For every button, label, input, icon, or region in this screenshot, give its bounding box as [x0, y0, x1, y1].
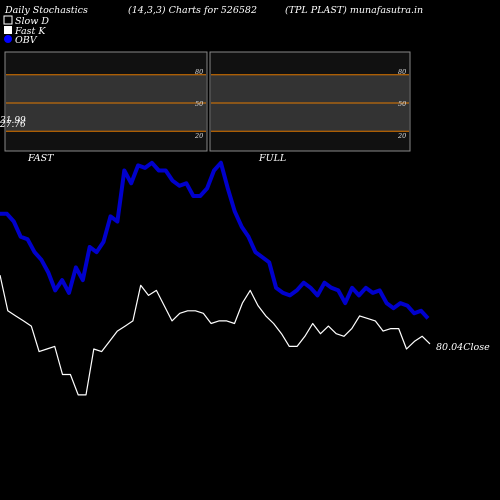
legend-fast-k-label: Fast K: [14, 26, 46, 37]
legend-slow-d-marker: [3, 15, 13, 25]
full-panel-title: FULL: [258, 153, 286, 164]
close-value-label: 80.04Close: [436, 342, 490, 353]
legend-fast-k-marker: [4, 26, 12, 34]
header-params: (14,3,3) Charts for 526582: [128, 5, 257, 16]
full-tick-label-80: 80: [398, 68, 406, 76]
fast-panel: 80 50 20 FAST 27.76: [0, 51, 208, 164]
fast-tick-label-80: 80: [195, 68, 203, 76]
obv-line: [0, 160, 430, 320]
legend-obv-label: OBV: [15, 35, 38, 46]
legend: Slow D Fast K OBV: [3, 15, 49, 46]
header-title: Daily Stochastics: [4, 5, 88, 16]
price-obv-area: [0, 160, 431, 396]
close-value: 80.04: [436, 342, 463, 353]
full-tick-label-20: 20: [397, 132, 406, 140]
header-source: (TPL PLAST) munafasutra.in: [285, 5, 423, 16]
fast-tick-label-50: 50: [195, 100, 203, 108]
close-price-line: [0, 274, 431, 396]
legend-obv-marker: [4, 35, 12, 43]
full-panel: 80 50 20 FULL 31.99: [0, 51, 411, 164]
legend-slow-d-label: Slow D: [15, 16, 49, 27]
full-tick-label-50: 50: [398, 100, 406, 108]
fast-tick-label-20: 20: [194, 132, 203, 140]
full-value-label: 31.99: [0, 116, 26, 126]
fast-panel-title: FAST: [27, 153, 54, 164]
fast-value-label: 27.76: [0, 120, 26, 130]
close-suffix: Close: [463, 342, 490, 353]
